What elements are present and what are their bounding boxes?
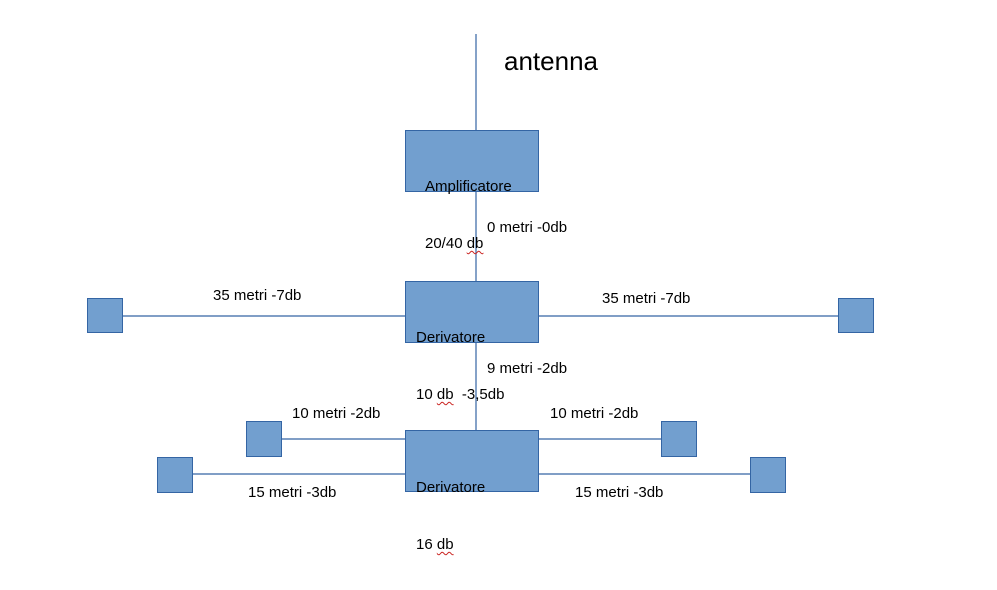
outlet-der2-upper-left: [246, 421, 282, 457]
cable-label-der2-upper-left: 10 metri -2db: [292, 405, 381, 422]
outlet-der2-lower-left: [157, 457, 193, 493]
splitter-2-label: Derivatore 16 db: [416, 440, 485, 573]
cable-label-der1-left: 35 metri -7db: [213, 287, 302, 304]
amplifier-name: Amplificatore: [425, 178, 512, 195]
cable-label-der1-right: 35 metri -7db: [602, 290, 691, 307]
splitter-2-node: [405, 430, 539, 492]
splitter-1-spec-value: 10: [416, 386, 433, 403]
amplifier-spec: 20/40 db: [425, 234, 512, 253]
splitter-1-spec: 10 db -3,5db: [416, 385, 504, 404]
splitter-2-spec-unit: db: [436, 536, 454, 553]
splitter-1-name: Derivatore: [416, 329, 486, 346]
cable-label-der2-upper-right: 10 metri -2db: [550, 405, 639, 422]
splitter-1-spec-unit: db: [436, 386, 454, 403]
outlet-der2-upper-right: [661, 421, 697, 457]
splitter-2-spec-value: 16: [416, 536, 433, 553]
outlet-der1-left: [87, 298, 123, 333]
splitter-1-label: Derivatore 10 db -3,5db: [416, 290, 504, 423]
splitter-2-name: Derivatore: [416, 479, 486, 496]
amplifier-spec-unit: db: [466, 235, 484, 252]
amplifier-spec-value: 20/40: [425, 235, 463, 252]
outlet-der2-lower-right: [750, 457, 786, 493]
cable-label-der1-der2: 9 metri -2db: [487, 360, 568, 377]
amplifier-label: Amplificatore 20/40 db: [425, 139, 512, 272]
splitter-1-node: [405, 281, 539, 343]
splitter-1-spec-extra: -3,5db: [453, 386, 505, 403]
cable-label-der2-lower-right: 15 metri -3db: [575, 484, 664, 501]
splitter-2-spec: 16 db: [416, 535, 485, 554]
antenna-label: antenna: [504, 46, 598, 76]
outlet-der1-right: [838, 298, 874, 333]
cable-label-amp-der1: 0 metri -0db: [487, 219, 568, 236]
cable-label-der2-lower-left: 15 metri -3db: [248, 484, 337, 501]
amplifier-node: [405, 130, 539, 192]
